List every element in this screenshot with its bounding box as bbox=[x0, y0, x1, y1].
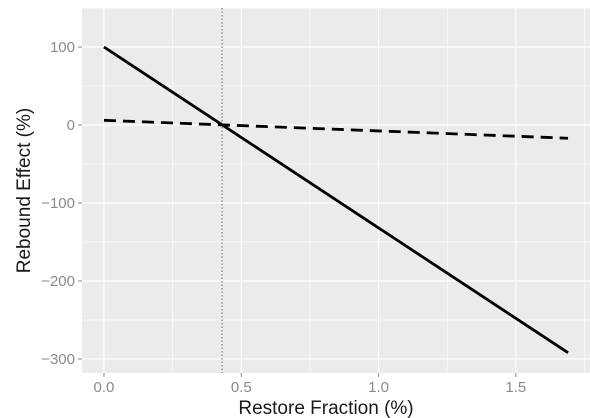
x-axis-title: Restore Fraction (%) bbox=[238, 398, 413, 418]
y-tick-label: 100 bbox=[50, 39, 75, 56]
y-axis-ticks: 100 0 −100 −200 −300 bbox=[41, 39, 82, 368]
x-tick-label: 1.5 bbox=[505, 379, 526, 396]
y-axis-title: Rebound Effect (%) bbox=[14, 108, 35, 273]
x-tick-label: 0.0 bbox=[94, 379, 115, 396]
y-tick-label: 0 bbox=[67, 117, 75, 134]
y-tick-label: −300 bbox=[41, 351, 75, 368]
x-tick-label: 1.0 bbox=[368, 379, 389, 396]
y-tick-label: −100 bbox=[41, 195, 75, 212]
x-axis-ticks: 0.0 0.5 1.0 1.5 bbox=[94, 373, 527, 396]
y-tick-label: −200 bbox=[41, 273, 75, 290]
x-tick-label: 0.5 bbox=[231, 379, 252, 396]
